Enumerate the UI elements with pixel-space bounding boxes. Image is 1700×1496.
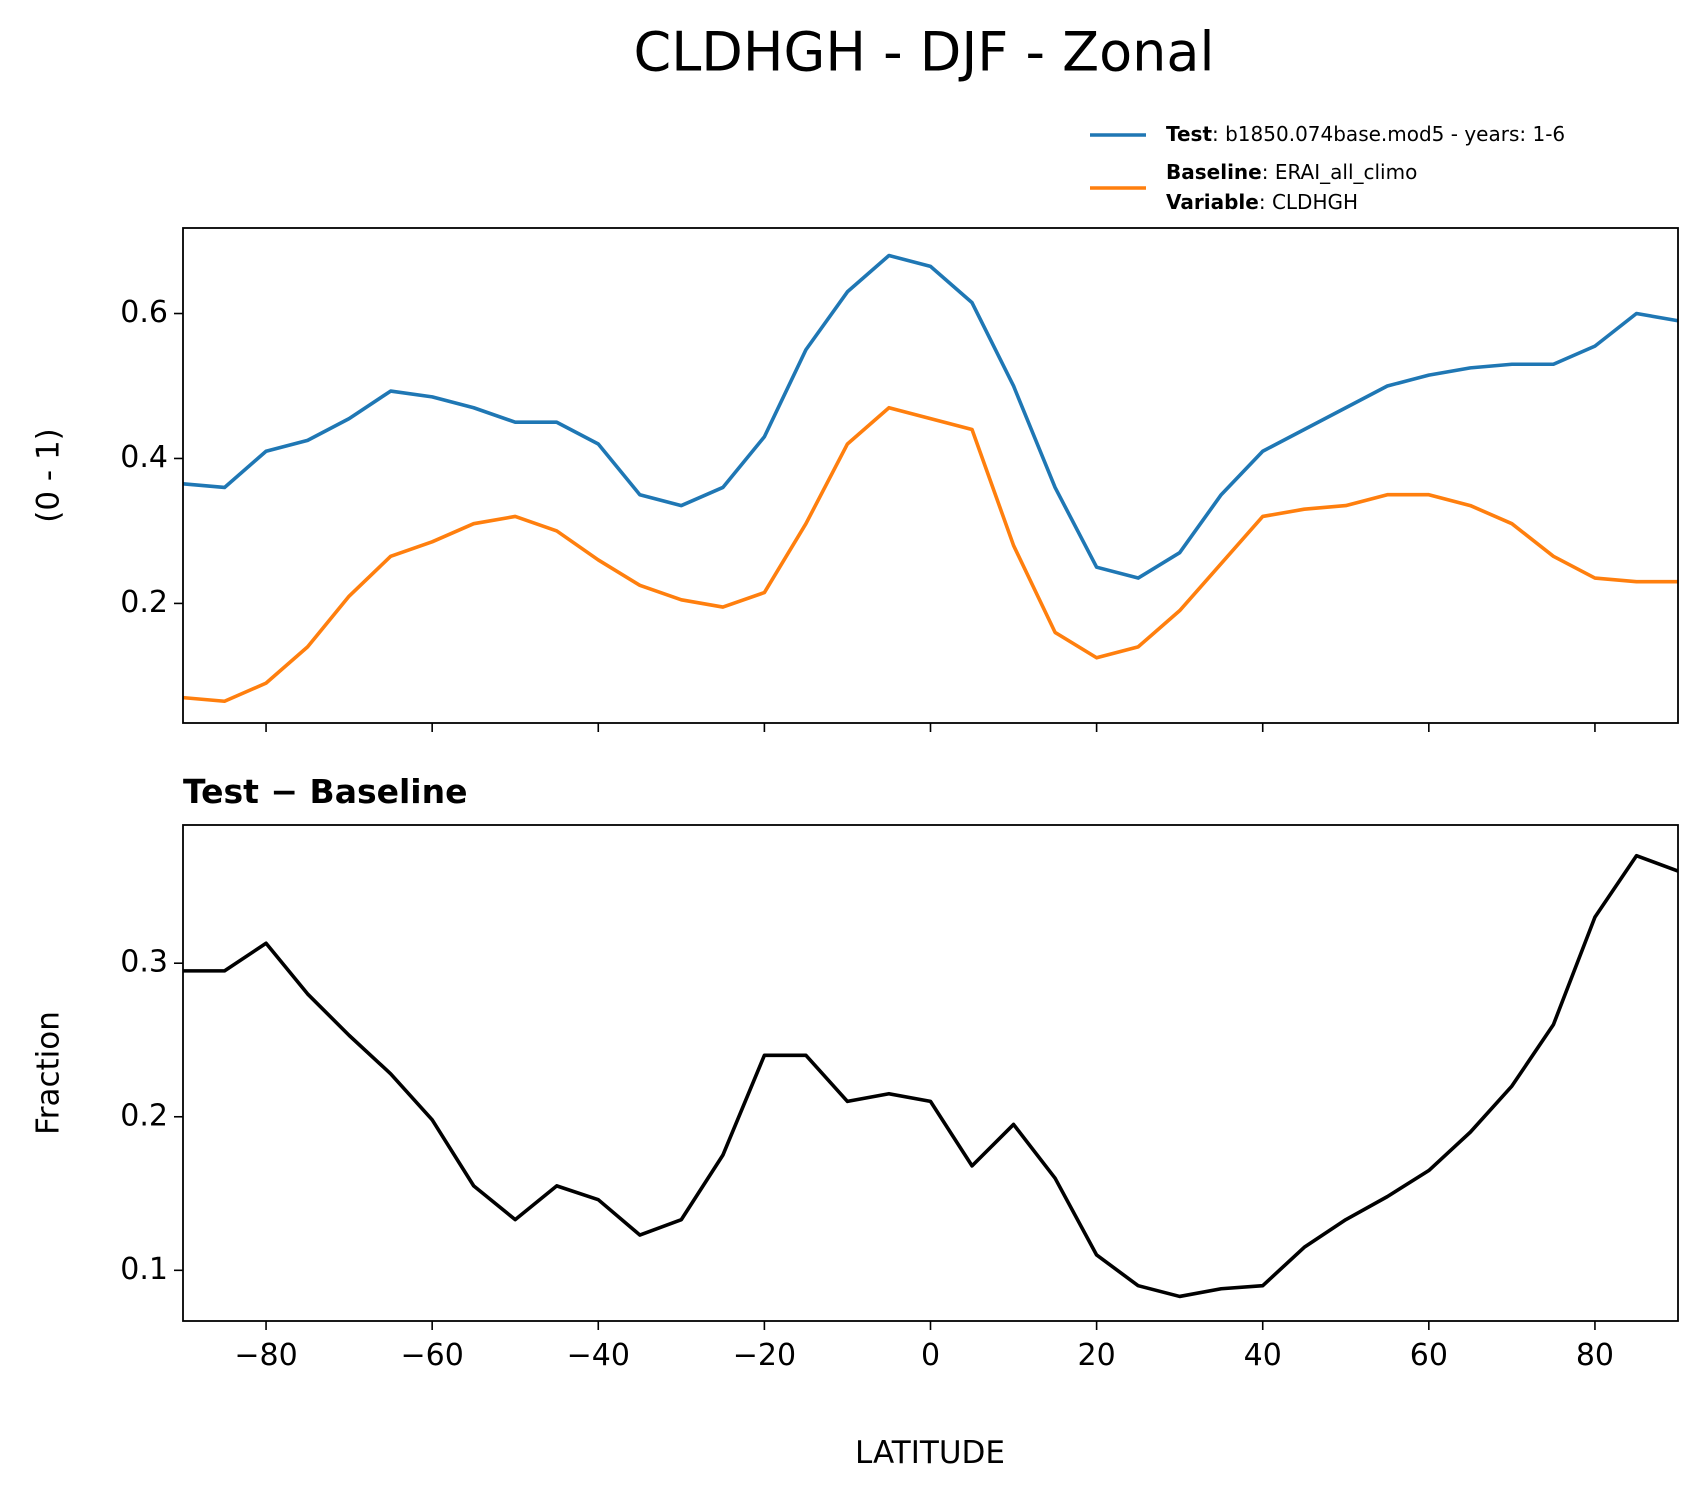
x-tick-label: 0 [921,1338,940,1373]
y-tick-label: 0.2 [120,1098,168,1133]
legend-name: Baseline [1166,160,1262,184]
legend-name: Test [1166,122,1212,146]
y-axis-label: Fraction [31,1011,67,1135]
panel-title: Test − Baseline [183,772,468,811]
figure-title: CLDHGH - DJF - Zonal [634,21,1215,84]
data-line [183,853,1679,1299]
y-tick-label: 0.3 [120,945,168,980]
data-line [182,405,1678,704]
plot-frame [182,824,1679,1322]
x-tick-label: −60 [401,1338,464,1373]
legend-detail: : b1850.074base.mod5 - years: 1-6 [1212,122,1565,146]
x-tick-label: 80 [1576,1338,1614,1373]
y-tick-label: 0.6 [120,295,168,330]
x-tick-label: −20 [733,1338,796,1373]
x-tick-label: 40 [1244,1338,1282,1373]
x-tick-label: 60 [1410,1338,1448,1373]
y-axis-label: (0 - 1) [31,428,67,523]
x-tick-label: −40 [567,1338,630,1373]
x-axis-label: LATITUDE [855,1435,1005,1471]
y-tick-label: 0.2 [120,585,168,620]
legend-entry: Baseline: ERAI_all_climo [1166,160,1417,184]
legend-detail: : CLDHGH [1259,190,1358,214]
legend-entry: Variable: CLDHGH [1166,190,1358,214]
plot-frame [182,227,1679,724]
data-line [182,253,1679,580]
legend-name: Variable [1166,190,1259,214]
y-tick-label: 0.1 [120,1252,168,1287]
x-tick-label: −80 [234,1338,297,1373]
legend-detail: : ERAI_all_climo [1262,160,1418,184]
y-tick-label: 0.4 [120,440,168,475]
legend-entry: Test: b1850.074base.mod5 - years: 1-6 [1166,122,1565,146]
x-tick-label: 20 [1078,1338,1116,1373]
